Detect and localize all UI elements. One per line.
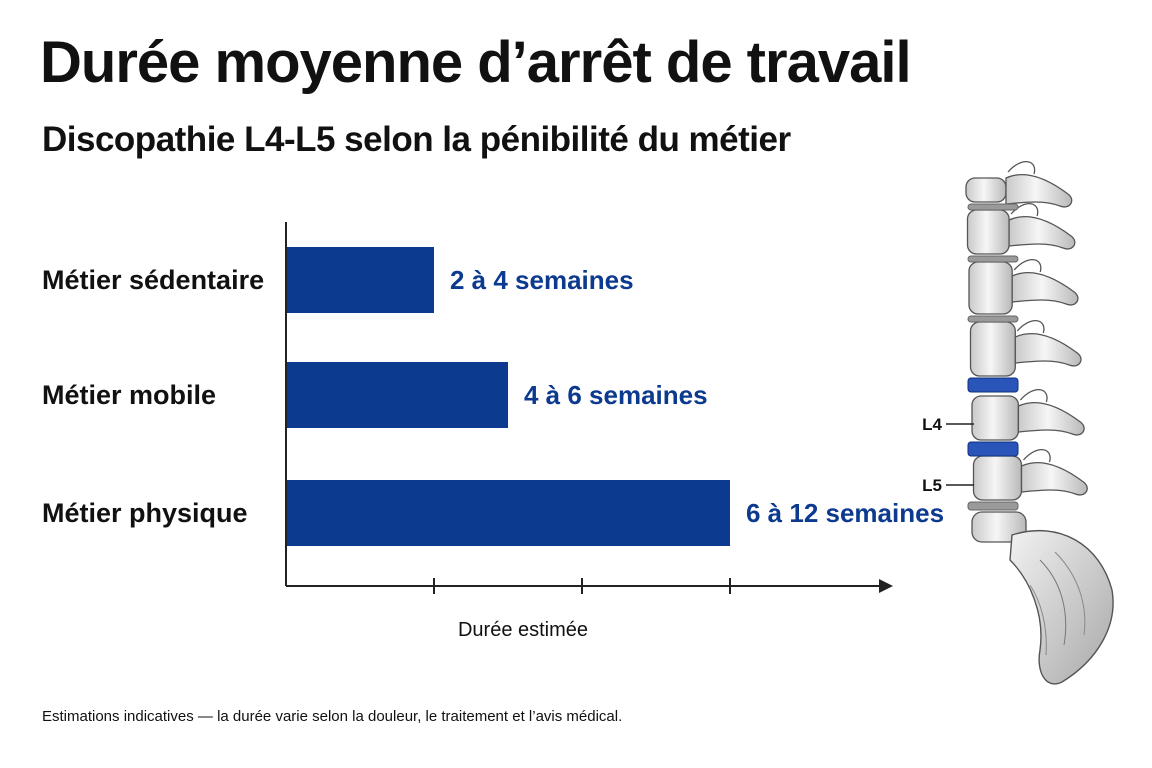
vertebra-label-l5: L5 [922, 476, 942, 495]
bar [286, 480, 730, 546]
footnote: Estimations indicatives — la durée varie… [42, 708, 623, 725]
bar-value-label: 6 à 12 semaines [746, 498, 944, 528]
category-label: Métier physique [42, 498, 248, 528]
bar-value-label: 2 à 4 semaines [450, 265, 634, 295]
vertebra-label-l4: L4 [922, 415, 942, 434]
category-label: Métier sédentaire [42, 265, 264, 295]
bars-layer [286, 247, 730, 546]
category-label: Métier mobile [42, 380, 216, 410]
bar [286, 362, 508, 428]
labels-layer: Métier sédentaire 2 à 4 semaines Métier mo… [42, 265, 944, 528]
chart-subtitle: Discopathie L4-L5 selon la pénibilité du… [42, 120, 791, 159]
lumbar-spine-illustration: L4 L5 [922, 161, 1114, 685]
chart-title: Durée moyenne d’arrêt de travail [40, 30, 912, 95]
bar-value-label: 4 à 6 semaines [524, 380, 708, 410]
x-axis-arrow-icon [879, 579, 893, 593]
bar [286, 247, 434, 313]
x-axis-title: Durée estimée [458, 619, 588, 641]
axes-layer [285, 222, 893, 594]
